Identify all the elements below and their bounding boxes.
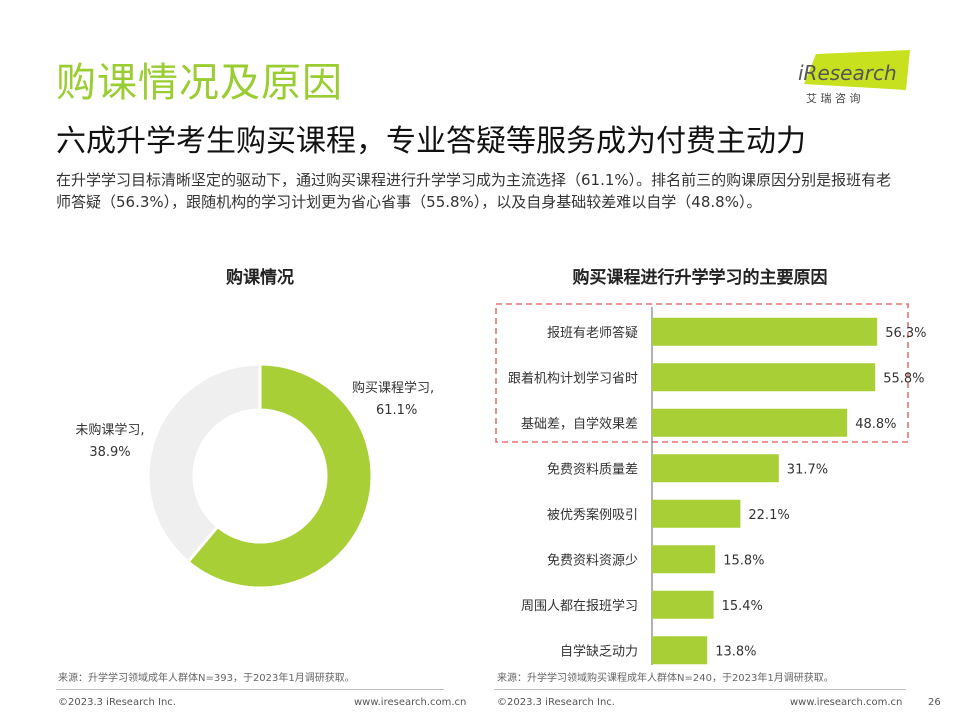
bar-category-label: 免费资料资源少 [547, 553, 638, 568]
bar-category-label: 免费资料质量差 [547, 462, 638, 477]
page-subtitle: 六成升学考生购买课程，专业答疑等服务成为付费主动力 [56, 124, 806, 159]
bar-category-label: 自学缺乏动力 [560, 643, 638, 659]
page-number: 26 [928, 697, 941, 708]
bar-category-label: 基础差，自学效果差 [521, 416, 638, 432]
donut-slice-label: 购买课程学习, [352, 380, 434, 396]
bar [652, 363, 876, 392]
bar [652, 317, 878, 346]
bar-category-label: 跟着机构计划学习省时 [508, 370, 638, 386]
bar-value-label: 13.8% [715, 644, 756, 659]
bar-category-label: 报班有老师答疑 [547, 325, 638, 341]
bar [652, 545, 716, 574]
iresearch-logo: iResearch 艾 瑞 咨 询 [798, 50, 910, 105]
logo-accent-shape [804, 50, 910, 90]
bar-value-label: 56.3% [885, 326, 926, 341]
bar-chart-title: 购买课程进行升学学习的主要原因 [572, 268, 828, 288]
logo-brand-text: iResearch [798, 61, 897, 85]
footer-url-left[interactable]: www.iresearch.com.cn [354, 697, 467, 708]
donut-slice [185, 362, 374, 590]
footer-copyright-right: ©2023.3 iResearch Inc. [497, 697, 615, 708]
bar-value-label: 55.8% [883, 371, 924, 386]
donut-chart-title: 购课情况 [226, 268, 294, 288]
donut-slice-value-label: 38.9% [89, 445, 130, 460]
footer-divider-left [56, 689, 444, 690]
bar-value-label: 31.7% [787, 462, 828, 477]
bar [652, 636, 708, 665]
bar-category-label: 周围人都在报班学习 [521, 598, 638, 614]
bar [652, 454, 779, 483]
bar-value-label: 15.4% [722, 599, 763, 614]
footer-divider-right [494, 689, 906, 690]
bar-value-label: 48.8% [855, 417, 896, 432]
source-note-left: 来源：升学学习领域成年人群体N=393，于2023年1月调研获取。 [58, 673, 355, 684]
bar-value-label: 22.1% [748, 508, 789, 523]
footer-url-right[interactable]: www.iresearch.com.cn [790, 697, 903, 708]
bar-category-label: 被优秀案例吸引 [547, 508, 638, 523]
bar [652, 408, 848, 437]
donut-slice-label: 未购课学习, [75, 422, 144, 438]
logo-brand-cn-text: 艾 瑞 咨 询 [806, 91, 861, 105]
page-title: 购课情况及原因 [56, 60, 343, 106]
bar [652, 590, 714, 619]
bar [652, 499, 741, 528]
bar-chart: 报班有老师答疑 56.3% 跟着机构计划学习省时 55.8% 基础差，自学效果差 48.8… [495, 303, 927, 665]
source-note-right: 来源：升学学习领域购买课程成年人群体N=240，于2023年1月调研获取。 [497, 673, 834, 684]
donut-chart: 购买课程学习, 61.1% 未购课学习, 38.9% [75, 362, 434, 590]
summary-text: 在升学学习目标清晰坚定的驱动下，通过购买课程进行升学学习成为主流选择（61.1%… [56, 171, 892, 211]
donut-slice-value-label: 61.1% [376, 403, 417, 418]
bar-value-label: 15.8% [723, 553, 764, 568]
donut-slice [146, 362, 262, 564]
footer-copyright-left: ©2023.3 iResearch Inc. [58, 697, 176, 708]
highlight-box [495, 303, 909, 443]
